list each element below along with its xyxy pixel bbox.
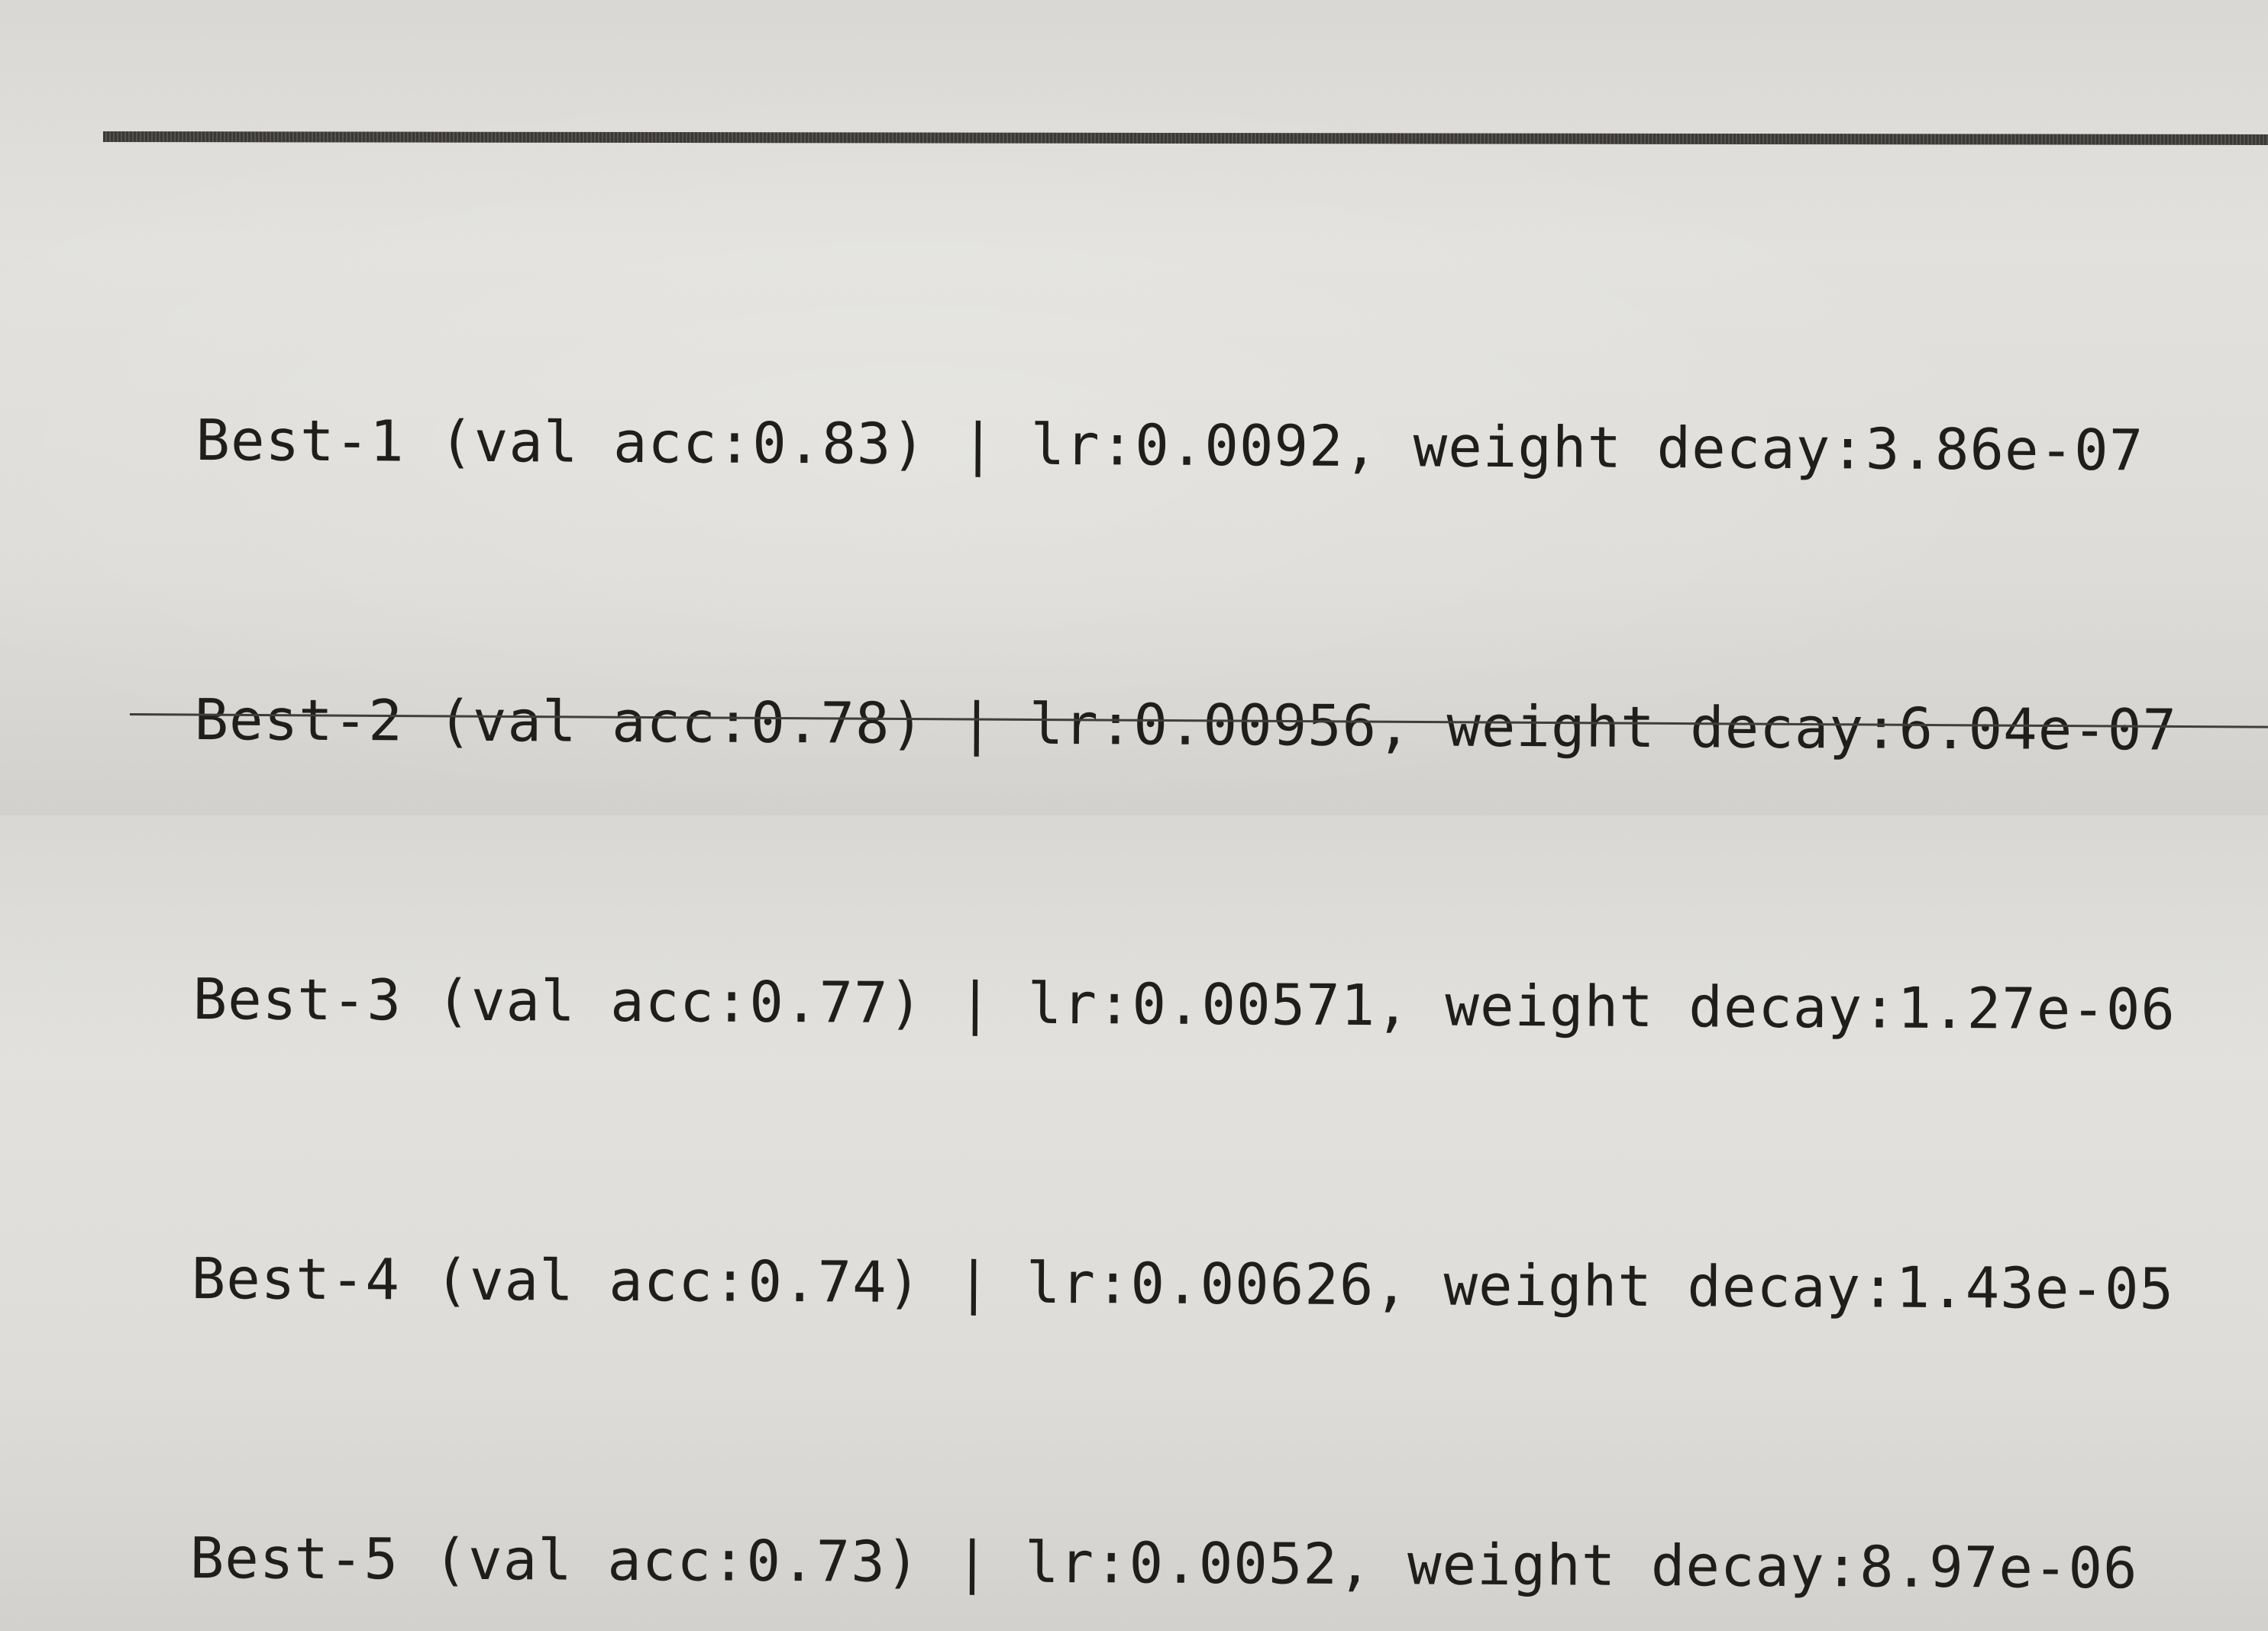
result-line-best-1: Best-1 (val acc:0.83) | lr:0.0092, weigh… — [195, 407, 2144, 484]
code-output-block: Best-1 (val acc:0.83) | lr:0.0092, weigh… — [189, 208, 2180, 1631]
top-divider-rule — [102, 131, 2268, 145]
result-line-best-3: Best-3 (val acc:0.77) | lr:0.00571, weig… — [192, 966, 2176, 1043]
result-line-best-4: Best-4 (val acc:0.74) | lr:0.00626, weig… — [191, 1245, 2175, 1323]
result-line-best-5: Best-5 (val acc:0.73) | lr:0.0052, weigh… — [189, 1525, 2138, 1602]
